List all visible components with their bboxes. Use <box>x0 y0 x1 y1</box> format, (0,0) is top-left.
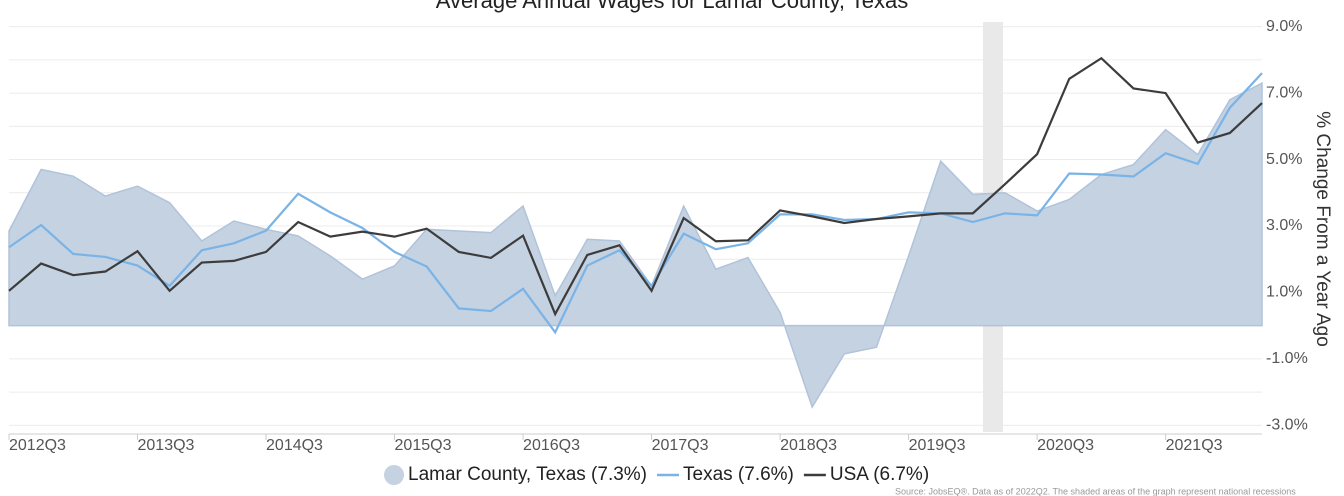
x-tick-label: 2017Q3 <box>652 437 709 454</box>
y-tick-label: 1.0% <box>1266 284 1302 301</box>
y-tick-label: 9.0% <box>1266 18 1302 35</box>
x-tick-label: 2015Q3 <box>395 437 452 454</box>
y-tick-label: 3.0% <box>1266 217 1302 234</box>
x-tick-label: 2020Q3 <box>1037 437 1094 454</box>
x-tick-label: 2019Q3 <box>909 437 966 454</box>
legend-label: Lamar County, Texas (7.3%) <box>408 464 647 485</box>
line <box>8 56 1263 317</box>
y-tick-label: -1.0% <box>1266 350 1308 367</box>
source-note: Source: JobsEQ®. Data as of 2022Q2. The … <box>895 486 1296 496</box>
chart-title: Average Annual Wages for Lamar County, T… <box>436 0 908 13</box>
x-tick-label: 2013Q3 <box>138 437 195 454</box>
legend-swatch <box>384 465 404 485</box>
y-tick-label: 5.0% <box>1266 151 1302 168</box>
x-tick-label: 2012Q3 <box>9 437 66 454</box>
y-tick-label: -3.0% <box>1266 417 1308 434</box>
x-tick-label: 2021Q3 <box>1166 437 1223 454</box>
legend-label: Texas (7.6%) <box>683 464 794 485</box>
x-tick-label: 2014Q3 <box>266 437 323 454</box>
y-axis-label: % Change From a Year Ago <box>1312 111 1333 347</box>
legend-label: USA (6.7%) <box>830 464 929 485</box>
x-tick-label: 2018Q3 <box>780 437 837 454</box>
y-tick-label: 7.0% <box>1266 84 1302 101</box>
x-tick-label: 2016Q3 <box>523 437 580 454</box>
